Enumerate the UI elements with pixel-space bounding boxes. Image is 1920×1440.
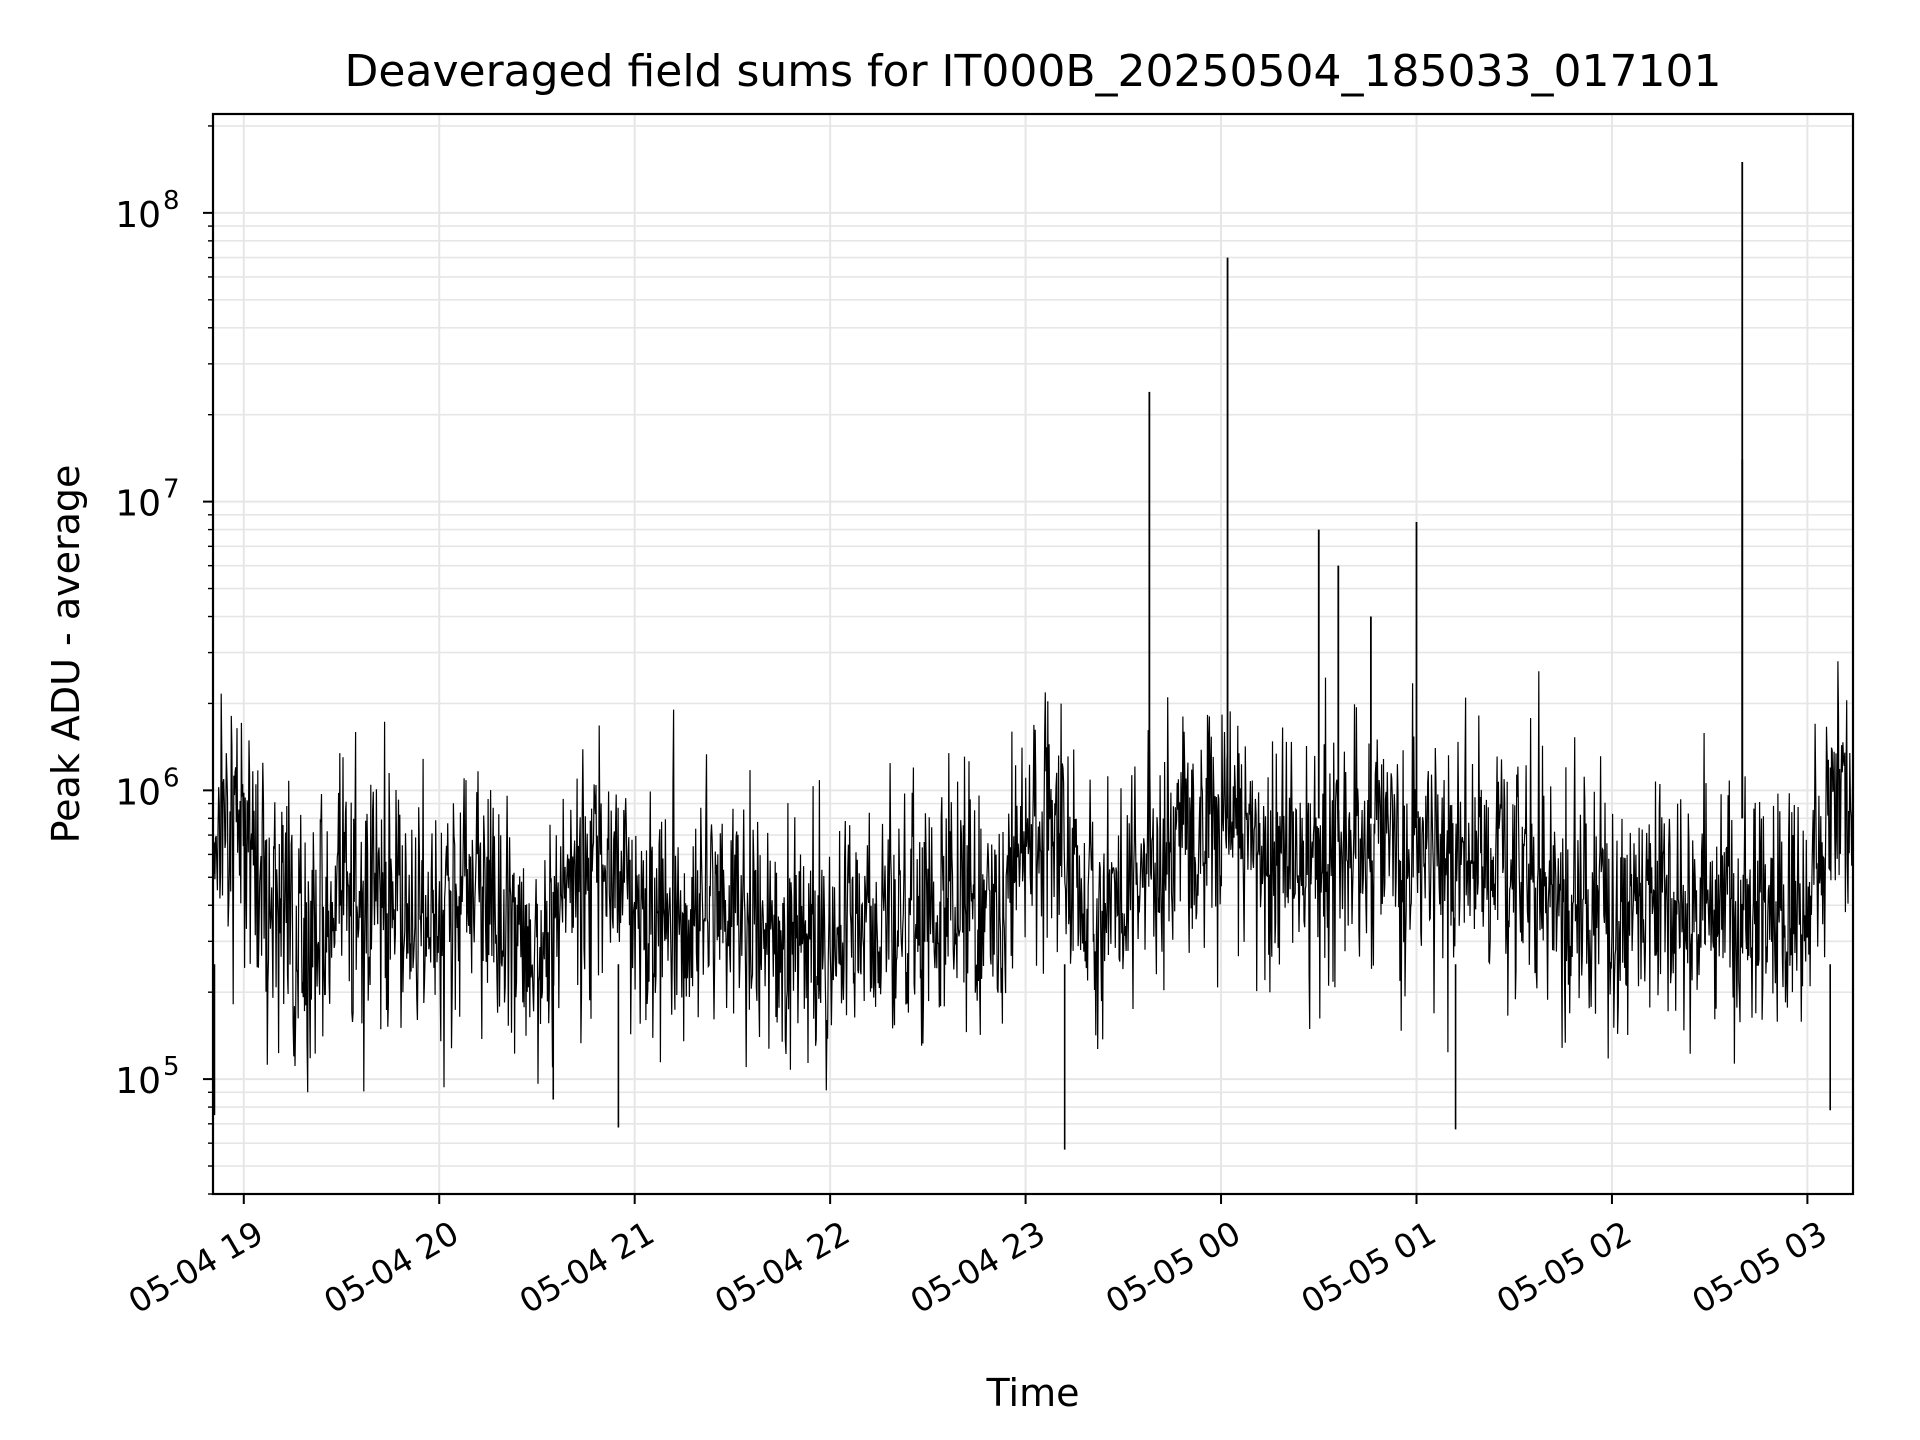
plot-frame bbox=[211, 112, 1855, 1196]
y-tick-label: 10 5 bbox=[115, 1052, 179, 1102]
y-tick-base: 10 bbox=[115, 772, 161, 813]
y-tick-label: 10 6 bbox=[115, 763, 179, 813]
y-tick-exponent: 6 bbox=[163, 763, 180, 793]
y-tick-exponent: 5 bbox=[163, 1052, 180, 1082]
y-tick-base: 10 bbox=[115, 1061, 161, 1102]
chart-title: Deaveraged field sums for IT000B_2025050… bbox=[345, 46, 1722, 97]
y-tick-exponent: 7 bbox=[163, 475, 180, 505]
x-axis-label: Time bbox=[986, 1371, 1080, 1415]
y-tick-label: 10 7 bbox=[115, 475, 179, 525]
y-tick-label: 10 8 bbox=[115, 186, 179, 236]
series-line bbox=[212, 661, 1854, 1093]
y-axis-label: Peak ADU - average bbox=[44, 465, 88, 844]
y-tick-base: 10 bbox=[115, 484, 161, 525]
y-tick-exponent: 8 bbox=[163, 186, 180, 216]
y-tick-base: 10 bbox=[115, 195, 161, 236]
data-series bbox=[212, 162, 1854, 1150]
